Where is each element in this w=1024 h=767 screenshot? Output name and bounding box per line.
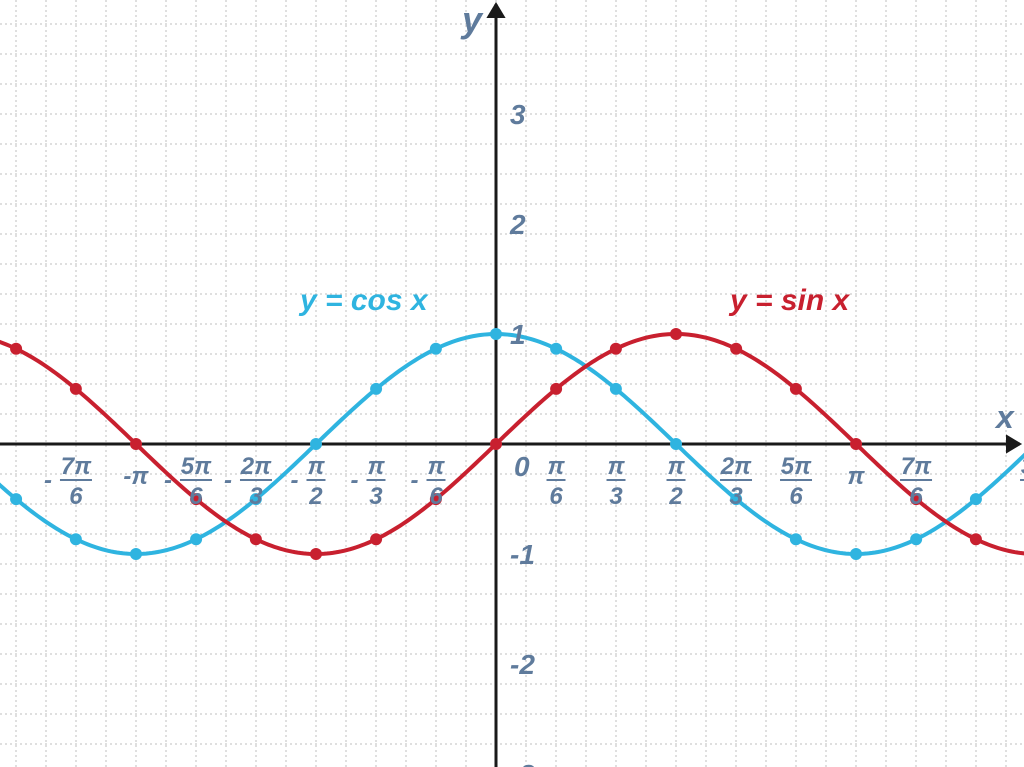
svg-text:6: 6 — [549, 483, 563, 510]
sin-label: y = sin x — [728, 284, 851, 317]
cos-marker — [550, 343, 562, 355]
cos-marker — [970, 493, 982, 505]
svg-text:2: 2 — [668, 483, 683, 510]
x-tick-label: -π 3 — [350, 453, 385, 510]
svg-text:2: 2 — [308, 483, 323, 510]
sin-marker — [970, 533, 982, 545]
svg-text:-: - — [290, 467, 298, 494]
sin-marker — [610, 343, 622, 355]
x-tick-label: 3π2 — [1020, 453, 1024, 510]
x-axis-label: x — [994, 399, 1015, 435]
cos-marker — [790, 533, 802, 545]
tick-labels: 321-1-2-30-3π2-7π6-π-5π6-2π3-π2-π3-π6π6π… — [0, 99, 1024, 767]
x-tick-label: -7π 6 — [44, 453, 92, 510]
sin-marker — [250, 533, 262, 545]
svg-text:3: 3 — [729, 483, 743, 510]
svg-text:3: 3 — [609, 483, 623, 510]
origin-label: 0 — [514, 451, 530, 482]
svg-text:π: π — [547, 453, 565, 480]
trig-chart: yx 321-1-2-30-3π2-7π6-π-5π6-2π3-π2-π3-π6… — [0, 0, 1024, 767]
svg-text:-: - — [224, 467, 232, 494]
x-tick-label: -π 6 — [410, 453, 445, 510]
x-tick-label: -2π 3 — [224, 453, 272, 510]
sin-marker — [10, 343, 22, 355]
svg-text:5π: 5π — [781, 453, 812, 480]
sin-marker — [670, 328, 682, 340]
svg-text:5π: 5π — [181, 453, 212, 480]
sin-marker — [370, 533, 382, 545]
sin-marker — [130, 438, 142, 450]
svg-text:-: - — [44, 467, 52, 494]
svg-text:7π: 7π — [61, 453, 92, 480]
svg-text:π: π — [367, 453, 385, 480]
sin-marker — [850, 438, 862, 450]
curve-labels: y = cos x y = sin x — [298, 284, 851, 317]
cos-marker — [130, 548, 142, 560]
svg-text:3: 3 — [249, 483, 263, 510]
svg-text:2π: 2π — [720, 453, 752, 480]
svg-text:π: π — [427, 453, 445, 480]
svg-text:-: - — [164, 467, 172, 494]
svg-text:π: π — [607, 453, 625, 480]
svg-text:π: π — [307, 453, 325, 480]
sin-marker — [790, 383, 802, 395]
sin-marker — [730, 343, 742, 355]
cos-marker — [70, 533, 82, 545]
x-tick-label: -π — [123, 463, 149, 490]
x-tick-label: π — [847, 463, 865, 490]
y-tick-label: 2 — [509, 209, 526, 240]
cos-marker — [310, 438, 322, 450]
y-tick-label: 3 — [510, 99, 526, 130]
cos-marker — [10, 493, 22, 505]
sin-marker — [490, 438, 502, 450]
cos-marker — [430, 343, 442, 355]
svg-text:6: 6 — [189, 483, 203, 510]
cos-marker — [910, 533, 922, 545]
y-axis-label: y — [460, 0, 484, 40]
y-tick-label: -3 — [510, 759, 535, 767]
sin-marker — [70, 383, 82, 395]
svg-text:π: π — [667, 453, 685, 480]
svg-text:3: 3 — [369, 483, 383, 510]
cos-marker — [610, 383, 622, 395]
svg-text:6: 6 — [909, 483, 923, 510]
cos-marker — [490, 328, 502, 340]
cos-marker — [670, 438, 682, 450]
cos-marker — [190, 533, 202, 545]
svg-text:7π: 7π — [901, 453, 932, 480]
sin-marker — [310, 548, 322, 560]
svg-text:-: - — [350, 467, 358, 494]
cos-marker — [850, 548, 862, 560]
svg-text:6: 6 — [789, 483, 803, 510]
cos-label: y = cos x — [298, 284, 429, 317]
cos-marker — [370, 383, 382, 395]
svg-text:-: - — [410, 467, 418, 494]
y-tick-label: 1 — [510, 319, 526, 350]
svg-text:6: 6 — [429, 483, 443, 510]
svg-text:6: 6 — [69, 483, 83, 510]
x-tick-label: -5π 6 — [164, 453, 212, 510]
y-tick-label: -2 — [510, 649, 535, 680]
y-tick-label: -1 — [510, 539, 535, 570]
svg-text:2π: 2π — [240, 453, 272, 480]
sin-marker — [550, 383, 562, 395]
